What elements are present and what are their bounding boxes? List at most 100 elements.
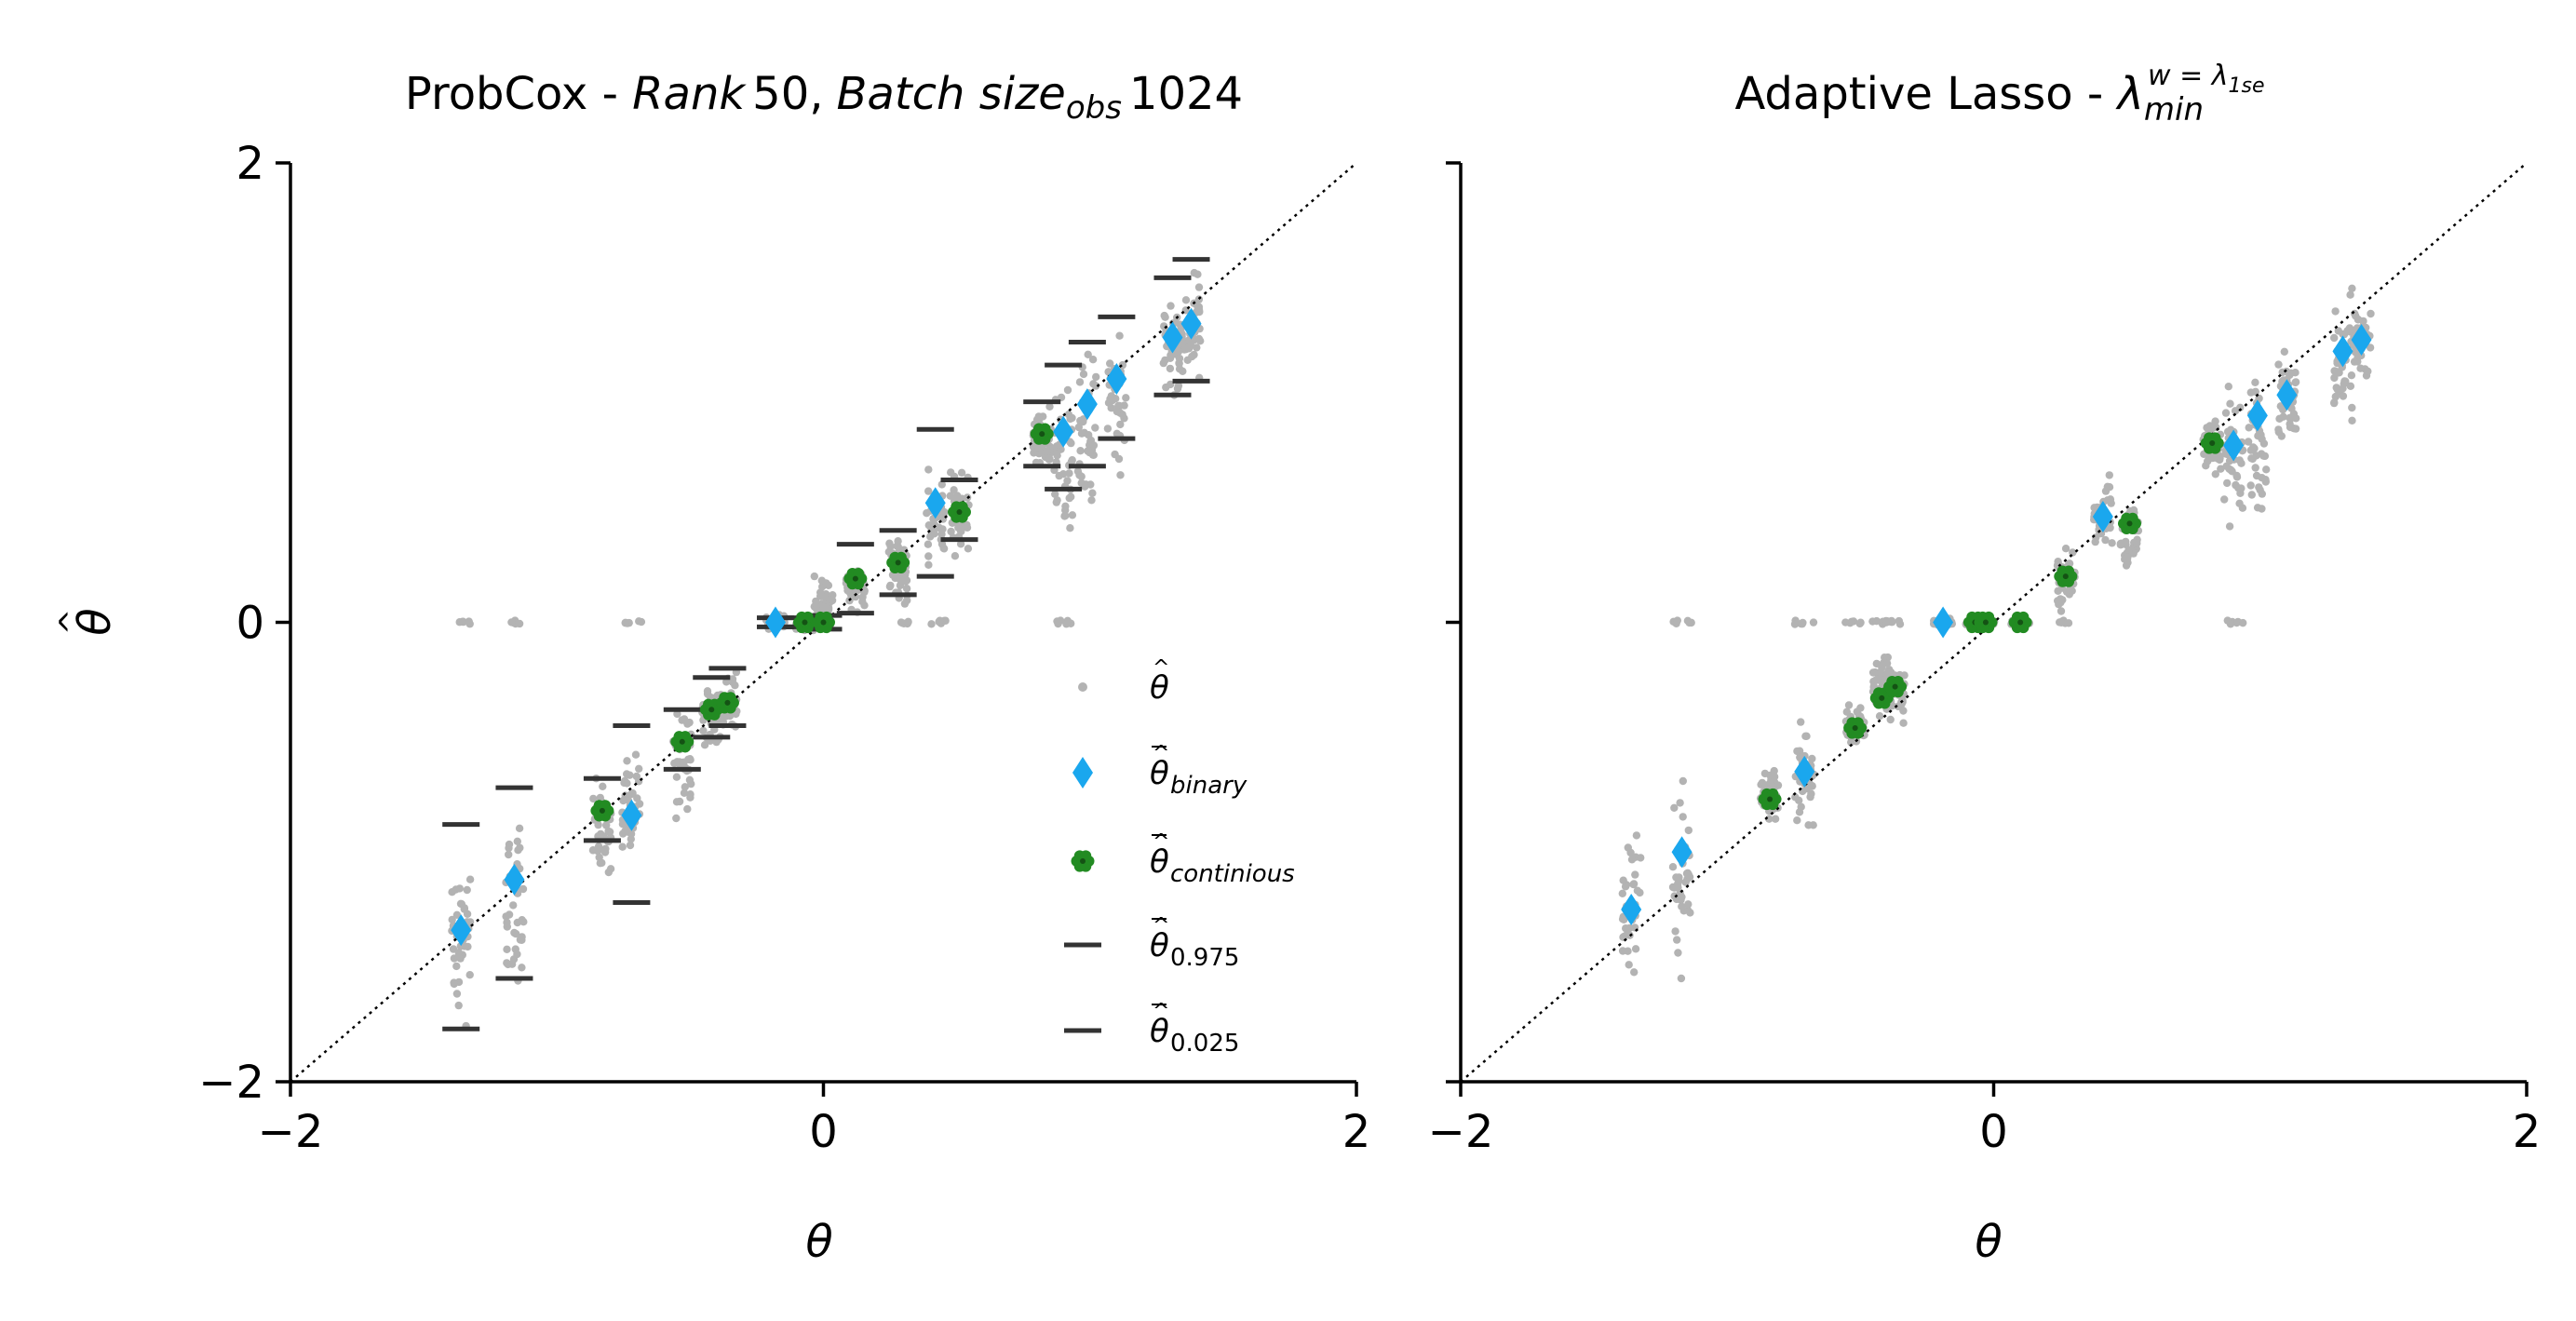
raw-point (2339, 392, 2348, 400)
continuous-mean-marker (1843, 717, 1868, 739)
raw-point (1061, 511, 1070, 520)
raw-point (518, 933, 526, 941)
raw-point (1883, 653, 1893, 662)
raw-point (930, 520, 938, 529)
binary-mean-marker (2351, 323, 2372, 356)
raw-point (1844, 701, 1854, 709)
raw-point (1076, 447, 1085, 455)
raw-point (1625, 961, 1633, 969)
raw-point (503, 918, 511, 927)
raw-point (515, 824, 524, 832)
raw-point-zero (1895, 620, 1905, 628)
marker-center (2126, 520, 2133, 527)
raw-point (1670, 883, 1679, 892)
raw-point (1677, 974, 1686, 983)
raw-point (2117, 540, 2125, 549)
raw-point (685, 718, 694, 727)
raw-point-zero (2239, 618, 2247, 627)
raw-point (2280, 347, 2288, 356)
raw-point (1066, 524, 1074, 532)
raw-point (463, 910, 472, 918)
title-right-lambda-sub: min (2144, 91, 2204, 128)
raw-point (2279, 412, 2287, 421)
marker-center (1982, 619, 1989, 626)
x-tick-label: 2 (1342, 1106, 1371, 1158)
raw-point (2367, 309, 2375, 318)
legend-dot-marker (1078, 682, 1087, 692)
raw-point (1878, 664, 1886, 672)
raw-point (1670, 803, 1679, 812)
raw-point (452, 962, 461, 971)
raw-point (2261, 478, 2270, 486)
raw-point-zero (1872, 616, 1881, 626)
legend-label-symbol: θ (1150, 669, 1169, 707)
legend-label-subscript: binary (1170, 772, 1248, 800)
raw-point (2211, 470, 2219, 479)
xlabel-left: θ (805, 1216, 832, 1268)
legend-flower-marker (1071, 850, 1095, 872)
raw-point (2222, 462, 2231, 470)
title-left-batch-sub: obs (1066, 89, 1122, 127)
raw-point (2331, 307, 2340, 316)
raw-point (685, 775, 695, 784)
raw-point (505, 850, 513, 859)
raw-point (589, 794, 598, 803)
raw-point (1765, 815, 1774, 823)
title-left-batch-label: Batch size (837, 68, 1066, 120)
y-tick-label: −2 (198, 1057, 264, 1109)
raw-point (1621, 883, 1630, 891)
raw-point (512, 929, 520, 938)
raw-point (2292, 414, 2300, 423)
mean-markers-right (1621, 323, 2372, 925)
raw-point (1676, 799, 1684, 807)
continuous-mean-marker (947, 501, 971, 523)
raw-point (623, 757, 631, 765)
raw-point (1106, 359, 1114, 368)
x-tick-label: 2 (2513, 1106, 2542, 1158)
raw-point (1107, 392, 1116, 400)
marker-center (1039, 431, 1045, 438)
raw-point (604, 868, 613, 877)
raw-point (2346, 382, 2355, 390)
raw-point (1627, 856, 1637, 864)
title-right-lambda-sup-sub: 1se (2229, 74, 2265, 98)
raw-point (1173, 384, 1182, 393)
raw-point-zero (1673, 616, 1682, 625)
raw-point-zero (904, 618, 912, 627)
raw-point (594, 842, 603, 851)
raw-point-zero (621, 618, 629, 627)
raw-point (465, 875, 475, 883)
continuous-mean-marker (886, 551, 910, 573)
raw-point (894, 543, 902, 551)
legend-diamond-marker (1072, 757, 1093, 789)
raw-point (1075, 378, 1085, 386)
raw-point (595, 832, 604, 841)
raw-point (937, 530, 946, 538)
raw-point (2246, 388, 2255, 397)
raw-point (703, 687, 712, 695)
raw-point-zero (2223, 616, 2232, 625)
raw-point-zero (1683, 616, 1693, 626)
continuous-mean-marker (670, 731, 695, 753)
marker-center (2209, 440, 2216, 447)
continuous-mean-marker (1758, 788, 1782, 811)
raw-point (509, 901, 518, 910)
marker-center (1892, 683, 1898, 690)
axes-left: −2 0 2 −2 0 2 (198, 138, 1370, 1158)
binary-mean-marker (1621, 893, 1642, 925)
raw-point-zero (1847, 617, 1856, 626)
raw-point (1113, 407, 1122, 416)
raw-point (2341, 377, 2350, 385)
raw-point (1065, 469, 1073, 478)
raw-point (1675, 873, 1683, 882)
raw-point (2223, 479, 2232, 488)
raw-point (683, 804, 692, 814)
raw-point (1184, 344, 1194, 353)
continuous-mean-marker (2054, 565, 2078, 587)
xlabel-right: θ (1975, 1216, 2002, 1268)
raw-point (604, 827, 613, 836)
raw-point (939, 544, 948, 553)
raw-point (1791, 793, 1800, 802)
raw-point (886, 581, 895, 590)
